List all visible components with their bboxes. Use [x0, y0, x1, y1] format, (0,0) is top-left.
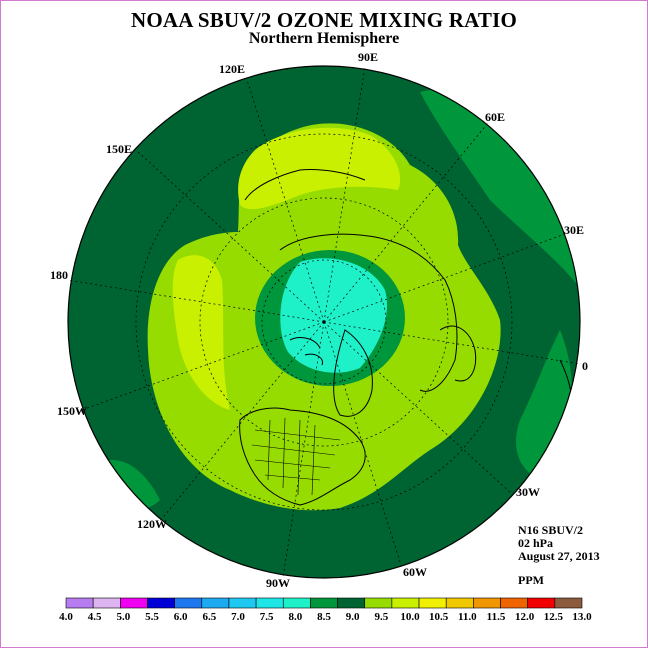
colorbar-swatch — [445, 597, 474, 609]
coast-eurasia — [279, 233, 458, 392]
lon-label-60e: 60E — [485, 110, 506, 124]
colorbar-swatch — [473, 597, 501, 609]
lon-label-0: 0 — [582, 359, 588, 373]
colorbar-swatch — [147, 597, 175, 609]
lon-label-150w: 150W — [57, 404, 87, 418]
colorbar-tick-label: 4.0 — [59, 611, 73, 623]
lon-label-180: 180 — [50, 268, 68, 282]
colorbar-tick-label: 11.5 — [487, 611, 506, 623]
coast-asia-east — [244, 169, 366, 201]
colorbar-tick-label: 13.0 — [572, 611, 592, 623]
colorbar-swatch — [310, 597, 338, 609]
colorbar-tick-label: 5.5 — [145, 611, 159, 623]
colorbar-tick-label: 8.0 — [288, 611, 302, 623]
us-state-lines — [251, 417, 341, 496]
coast-north-america — [239, 407, 366, 506]
colorbar-swatch — [65, 597, 94, 609]
colorbar-tick-label: 6.5 — [202, 611, 216, 623]
field-band-10-west — [172, 255, 230, 410]
lon-label-90w: 90W — [266, 576, 290, 590]
colorbar-tick-label: 9.0 — [346, 611, 360, 623]
info-date: August 27, 2013 — [518, 549, 600, 563]
map-title: NOAA SBUV/2 OZONE MIXING RATIO — [131, 8, 517, 32]
field-band-10 — [238, 127, 401, 210]
lon-label-30w: 30W — [516, 485, 540, 499]
colorbar-swatch — [120, 597, 148, 609]
coast-greenland — [333, 329, 373, 417]
colorbar-swatch — [282, 597, 311, 609]
colorbar-tick-label: 10.5 — [429, 611, 449, 623]
colorbar-swatch — [201, 597, 230, 609]
colorbar-swatch — [228, 597, 257, 609]
lon-label-30e: 30E — [564, 223, 585, 237]
info-units: PPM — [518, 573, 544, 587]
colorbar-tick-label: 11.0 — [458, 611, 477, 623]
colorbar-tick-label: 9.5 — [374, 611, 388, 623]
colorbar-swatch — [418, 597, 447, 609]
map-boundary — [67, 65, 581, 579]
colorbar-swatch — [391, 597, 420, 609]
lon-label-150e: 150E — [106, 142, 133, 156]
colorbar-tick-label: 8.5 — [317, 611, 331, 623]
colorbar-swatch — [554, 597, 583, 609]
colorbar-swatch — [527, 597, 556, 609]
colorbar-tick-label: 12.0 — [515, 611, 535, 623]
colorbar-swatch — [364, 597, 393, 609]
colorbar-swatch — [174, 597, 203, 609]
colorbar-tick-label: 4.5 — [88, 611, 102, 623]
coast-arctic-islands — [289, 337, 324, 366]
colorbar-swatch — [500, 597, 528, 609]
meridians — [67, 66, 581, 578]
colorbar-swatch — [255, 597, 284, 609]
lon-label-90e: 90E — [358, 50, 379, 64]
ozone-field — [68, 66, 580, 578]
latitude-circles — [135, 133, 513, 511]
info-satellite: N16 SBUV/2 — [518, 523, 584, 537]
info-level: 02 hPa — [518, 536, 554, 550]
lon-label-60w: 60W — [403, 565, 427, 579]
colorbar-tick-label: 10.0 — [400, 611, 420, 623]
colorbar-swatch — [337, 597, 366, 609]
colorbar-tick-label: 5.0 — [116, 611, 130, 623]
lon-label-120w: 120W — [137, 517, 167, 531]
colorbar-swatch — [92, 597, 121, 609]
colorbar-tick-label: 7.5 — [260, 611, 274, 623]
coast-europe — [439, 325, 477, 382]
colorbar-tick-label: 6.0 — [174, 611, 188, 623]
map-subtitle: Northern Hemisphere — [248, 30, 400, 47]
colorbar-tick-label: 12.5 — [544, 611, 564, 623]
lon-label-120e: 120E — [219, 62, 246, 76]
colorbar: 4.0 4.5 5.0 5.5 6.0 6.5 7.0 7.5 8.0 8.5 9.0 9.5 10.0… — [59, 597, 592, 623]
colorbar-tick-label: 7.0 — [231, 611, 245, 623]
